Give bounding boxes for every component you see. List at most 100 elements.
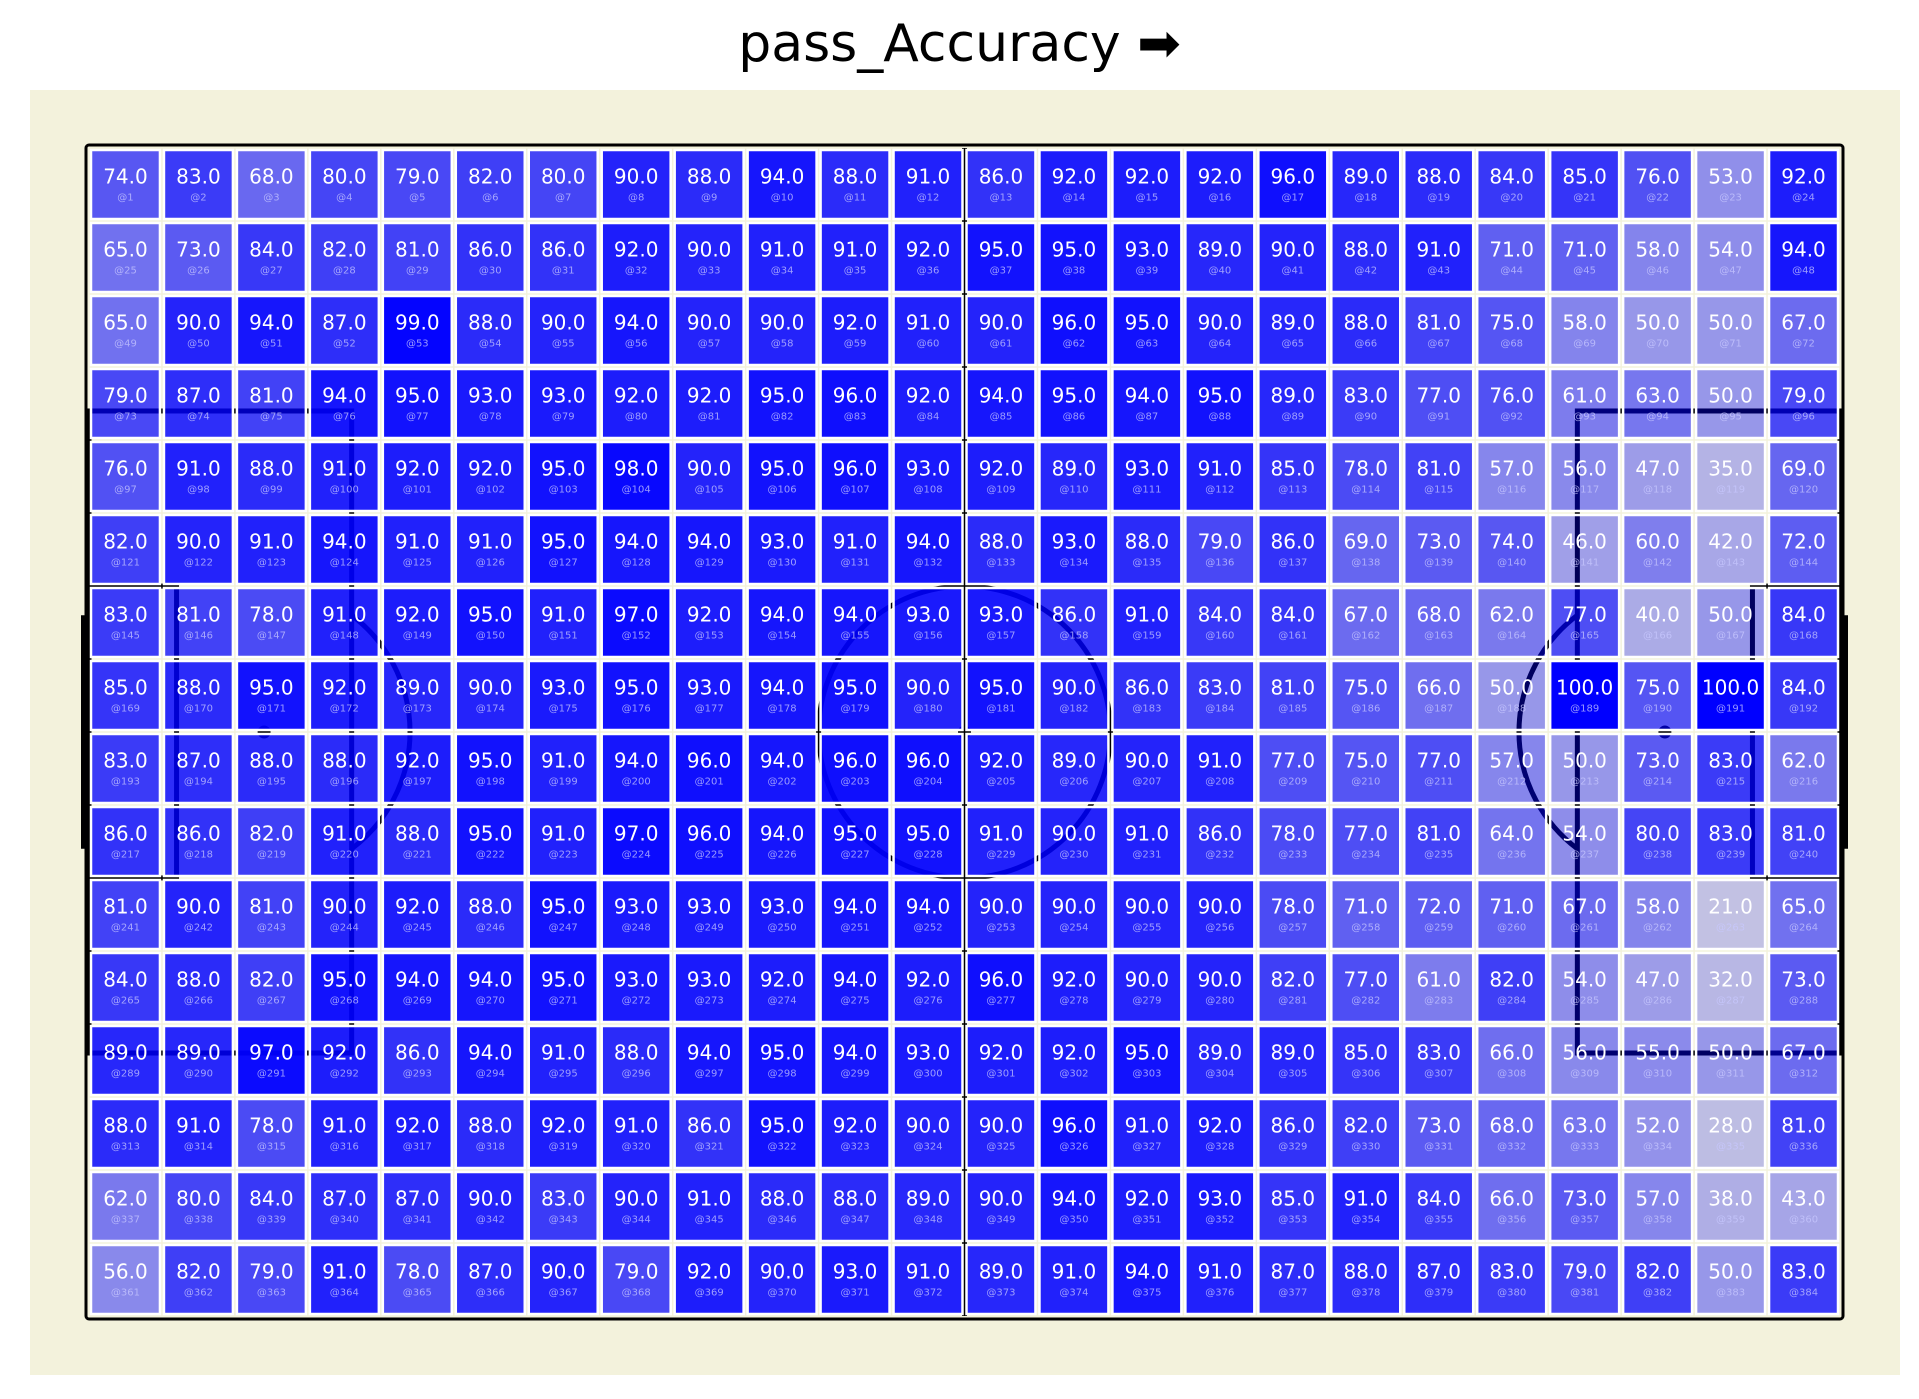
cell-id-label: @37 (990, 266, 1013, 277)
cell-value-label: 91.0 (322, 822, 367, 846)
cell-value-label: 92.0 (687, 603, 732, 627)
cell-id-label: @207 (1132, 777, 1161, 788)
cell-value-label: 82.0 (249, 968, 294, 992)
cell-value-label: 90.0 (1125, 968, 1170, 992)
cell-id-label: @149 (403, 631, 432, 642)
cell-id-label: @195 (257, 777, 286, 788)
cell-id-label: @159 (1132, 631, 1161, 642)
cell-value-label: 92.0 (395, 1114, 440, 1138)
cell-value-label: 96.0 (687, 749, 732, 773)
heatmap-cell (162, 440, 235, 513)
heatmap-cell (1038, 732, 1110, 805)
heatmap-cell (673, 805, 745, 878)
cell-value-label: 89.0 (1271, 1041, 1316, 1065)
cell-id-label: @40 (1208, 266, 1231, 277)
cell-value-label: 95.0 (614, 676, 659, 700)
cell-value-label: 65.0 (103, 311, 148, 335)
heatmap-cell (308, 148, 381, 221)
cell-value-label: 82.0 (468, 165, 513, 189)
cell-value-label: 72.0 (1781, 530, 1826, 554)
cell-value-label: 67.0 (1562, 895, 1607, 919)
cell-value-label: 80.0 (541, 165, 586, 189)
heatmap-cell (235, 878, 308, 951)
heatmap-cell (162, 951, 235, 1024)
cell-value-label: 78.0 (1271, 895, 1316, 919)
cell-value-label: 83.0 (1708, 822, 1753, 846)
heatmap-cell (1330, 513, 1402, 586)
cell-value-label: 100.0 (1702, 676, 1759, 700)
cell-value-label: 89.0 (1052, 749, 1097, 773)
heatmap-cell (600, 221, 672, 294)
cell-value-label: 86.0 (687, 1114, 732, 1138)
cell-value-label: 91.0 (1344, 1187, 1389, 1211)
heatmap-cell (1184, 878, 1256, 951)
heatmap-cell (89, 1170, 162, 1243)
cell-value-label: 92.0 (614, 238, 659, 262)
cell-id-label: @121 (111, 558, 140, 569)
heatmap-cell (162, 878, 235, 951)
heatmap-cell (527, 367, 599, 440)
cell-id-label: @281 (1278, 996, 1307, 1007)
cell-id-label: @169 (111, 704, 140, 715)
cell-value-label: 93.0 (906, 603, 951, 627)
cell-id-label: @349 (986, 1215, 1015, 1226)
heatmap-cell (308, 1243, 381, 1316)
heatmap-cell (308, 221, 381, 294)
heatmap-cell (746, 1097, 818, 1170)
cell-id-label: @378 (1351, 1288, 1380, 1299)
cell-id-label: @191 (1716, 704, 1745, 715)
heatmap-cell (892, 367, 964, 440)
cell-id-label: @351 (1132, 1215, 1161, 1226)
cell-value-label: 95.0 (468, 749, 513, 773)
heatmap-cell (454, 294, 526, 367)
heatmap-cell (1694, 659, 1767, 732)
cell-id-label: @10 (771, 193, 794, 204)
heatmap-cell (454, 1097, 526, 1170)
cell-value-label: 61.0 (1416, 968, 1461, 992)
heatmap-cell (454, 951, 526, 1024)
cell-id-label: @234 (1351, 850, 1380, 861)
cell-id-label: @273 (695, 996, 724, 1007)
cell-value-label: 90.0 (979, 1187, 1024, 1211)
cell-id-label: @324 (913, 1142, 942, 1153)
cell-id-label: @5 (409, 193, 425, 204)
cell-value-label: 90.0 (760, 1260, 805, 1284)
cell-id-label: @268 (330, 996, 359, 1007)
cell-id-label: @210 (1351, 777, 1380, 788)
pitch-boundary (84, 143, 1845, 1321)
cell-value-label: 94.0 (833, 603, 878, 627)
pitch-outline (84, 143, 1845, 1321)
cell-value-label: 91.0 (906, 165, 951, 189)
heatmap-cell (89, 951, 162, 1024)
cell-id-label: @297 (695, 1069, 724, 1080)
cell-value-label: 94.0 (833, 895, 878, 919)
cell-id-label: @150 (476, 631, 505, 642)
cell-value-label: 90.0 (541, 311, 586, 335)
cell-value-label: 66.0 (1489, 1187, 1534, 1211)
heatmap-cell (600, 1243, 672, 1316)
cell-value-label: 93.0 (468, 384, 513, 408)
heatmap-cell (819, 732, 891, 805)
heatmap-cell (600, 951, 672, 1024)
cell-id-label: @190 (1643, 704, 1672, 715)
heatmap-cell (1548, 1097, 1621, 1170)
cell-value-label: 57.0 (1489, 457, 1534, 481)
cell-value-label: 81.0 (103, 895, 148, 919)
cell-id-label: @331 (1424, 1142, 1453, 1153)
cell-id-label: @276 (913, 996, 942, 1007)
heatmap-cell (1548, 805, 1621, 878)
cell-id-label: @168 (1789, 631, 1818, 642)
cell-id-label: @111 (1132, 485, 1161, 496)
cell-value-label: 82.0 (103, 530, 148, 554)
heatmap-cell (381, 513, 454, 586)
cell-id-label: @101 (403, 485, 432, 496)
heatmap-cell (1038, 148, 1110, 221)
cell-value-label: 91.0 (176, 457, 221, 481)
cell-id-label: @197 (403, 777, 432, 788)
cell-value-label: 77.0 (1416, 749, 1461, 773)
cell-value-label: 91.0 (833, 530, 878, 554)
cell-value-label: 76.0 (103, 457, 148, 481)
heatmap-cell (1767, 294, 1840, 367)
heatmap-cell (600, 878, 672, 951)
heatmap-cell (1475, 878, 1548, 951)
